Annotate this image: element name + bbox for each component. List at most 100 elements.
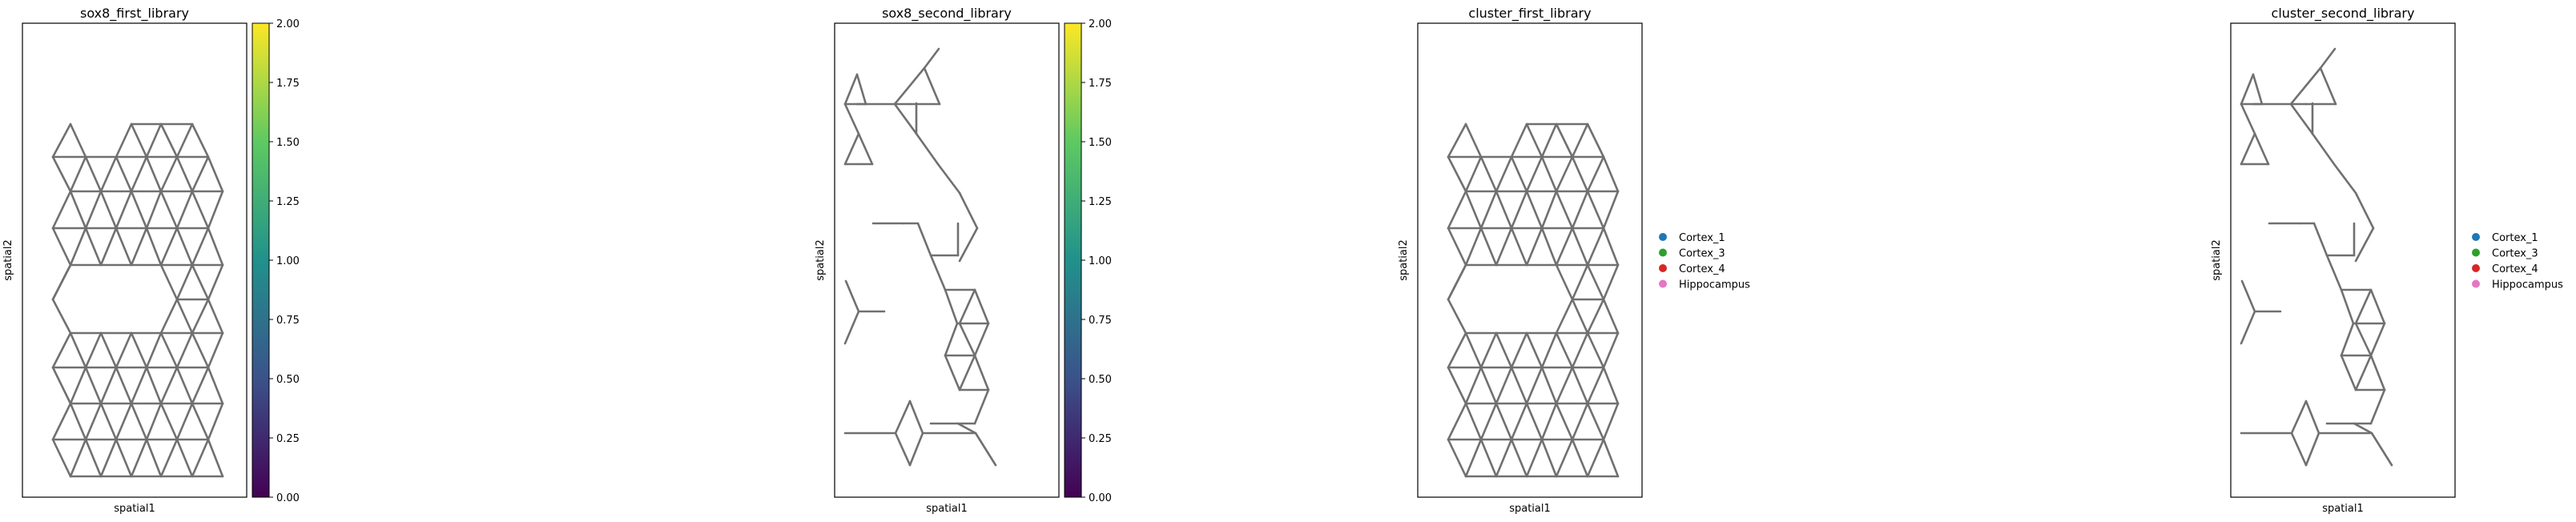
graph-edge [1571,263,1589,301]
graph-edge [915,132,940,166]
graph-edge [191,227,210,267]
graph-edge [207,331,224,369]
graph-edge [51,227,72,267]
colorbar-tick-label: 1.50 [1089,137,1112,149]
graph-edge [1602,402,1620,441]
graph-edge [844,279,860,313]
panel-2: sox8_second_library spatial1 spatial2 [815,6,1060,515]
graph-edge [2319,66,2337,106]
graph-edge [84,366,103,405]
graph-edge [175,122,194,159]
graph-edge [1602,263,1620,301]
graph-edge [1447,155,1467,193]
plot-area [51,122,224,478]
graph-edge [1555,190,1574,230]
graph-edge [1525,122,1544,159]
graph-edge [159,227,179,267]
graph-edge [1555,331,1574,369]
graph-edge [908,400,924,435]
graph-edge [84,155,103,193]
graph-edge [2369,388,2386,425]
panel-1: sox8_first_library spatial1 spatial2 [2,6,248,515]
graph-edge [1510,122,1528,159]
legend-label: Hippocampus [2492,279,2563,291]
graph-edge [1525,155,1544,193]
graph-edge [145,402,163,441]
graph-edge [1510,366,1528,405]
graph-edge [973,322,990,357]
colorbar-tick-label: 0.00 [276,492,300,504]
graph-edge [115,190,133,230]
graph-edge [2290,400,2308,435]
axes-frame [22,22,248,498]
graph-edge [1464,122,1483,159]
graph-edge [2311,132,2336,166]
graph-edge [958,191,979,230]
graph-edge [855,73,867,106]
graph-edge [69,366,87,405]
plot-area [2240,47,2393,467]
graph-edge [175,227,194,267]
graph-edge [1479,155,1498,193]
graph-edge [1447,366,1467,405]
graph-edge [1586,402,1605,441]
colorbar-tick-label: 0.50 [276,374,300,386]
graph-edge [145,155,163,193]
graph-edge [51,122,72,159]
graph-edge [84,227,103,267]
graph-edge [1586,263,1605,301]
graph-edge [191,298,210,335]
graph-edge [159,366,179,405]
graph-edge [973,388,990,425]
graph-edge [207,438,224,478]
graph-edge [2354,191,2375,230]
graph-edge [1525,190,1544,230]
graph-edge [159,438,179,478]
graph-edge [1464,331,1483,369]
graph-edge [843,102,860,135]
graph-edge [2354,322,2373,357]
graph-edge [958,354,976,392]
graph-edge [159,331,179,369]
panel-4: cluster_second_library spatial1 spatial2 [2211,6,2456,515]
graph-edge [1571,190,1589,230]
graph-edge [1479,438,1498,478]
graph-edge [2340,354,2357,392]
graph-edge [843,73,859,106]
graph-edge [99,227,118,267]
graph-edge [1602,331,1620,369]
legend-marker [1659,248,1667,257]
graph-edge [944,322,959,357]
graph-edge [159,122,179,159]
x-axis-label: spatial1 [926,503,968,515]
graph-edge [191,122,210,159]
colorbar-tick-label: 1.25 [276,196,300,208]
legend-marker [1659,233,1667,241]
colorbar-tick-label: 0.75 [1089,315,1112,327]
graph-edge [1525,438,1544,478]
graph-edge [115,438,133,478]
graph-edge [2252,73,2264,106]
graph-edge [1555,227,1574,267]
graph-edge [1464,366,1483,405]
graph-edge [2289,66,2322,106]
colorbar-tick-label: 1.50 [276,137,300,149]
graph-edge [929,254,947,291]
graph-edge [191,263,210,301]
axes-frame [2230,22,2456,498]
graph-edge [916,222,932,257]
graph-edge [84,331,103,369]
graph-edge [130,402,148,441]
graph-edge [2290,432,2308,467]
graph-edge [2340,288,2355,325]
graph-edge [1555,402,1574,441]
graph-edge [1447,298,1467,335]
graph-edge [2304,400,2320,435]
graph-edge [1495,227,1513,267]
graph-edge [2240,279,2256,313]
graph-edge [1602,366,1620,405]
graph-edge [2312,222,2328,257]
graph-edge [1571,331,1589,369]
graph-edge [1571,298,1589,335]
